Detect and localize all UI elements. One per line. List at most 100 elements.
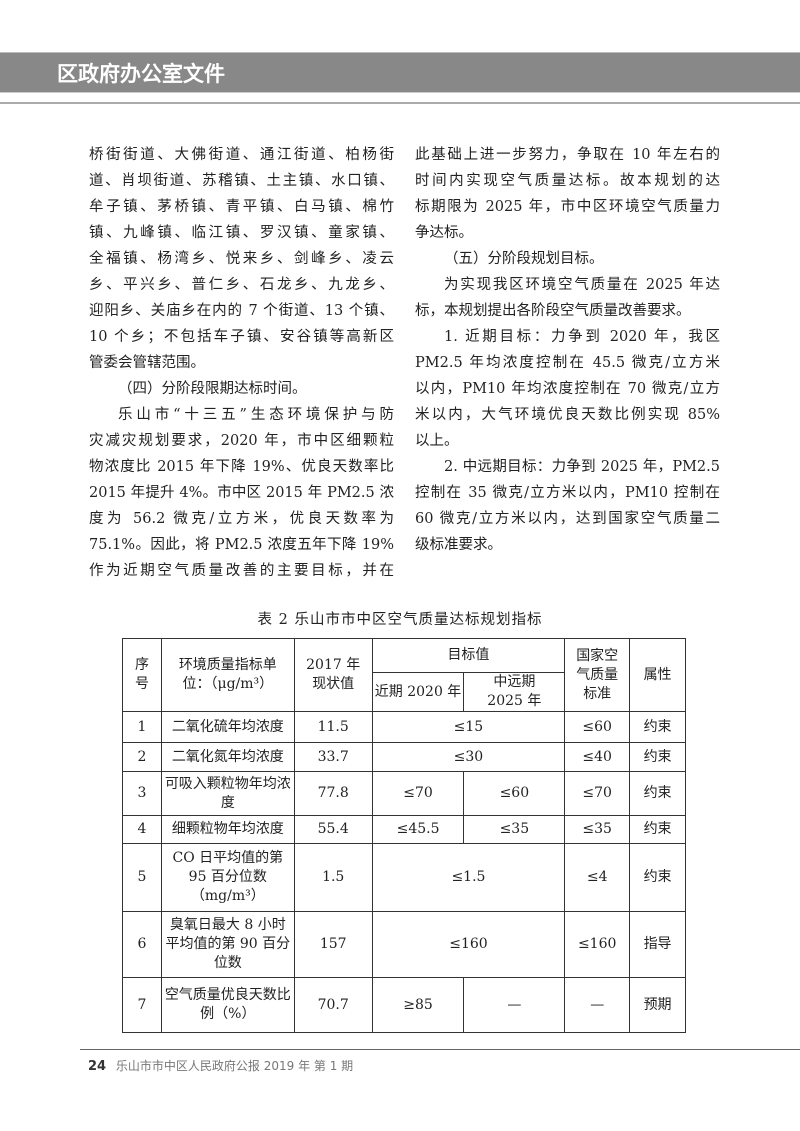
text-line: 道、肖坝街道、苏稽镇、土主镇、水口镇、 [89,173,394,189]
paragraph: 乐山市“十三五”生态环境保护与防灾减灾规划要求，2020 年，市中区细颗粒 物浓度… [89,402,394,584]
header-mid: 中远期 2025 年 [463,672,566,712]
text-line: PM2.5 年均浓度控制在 45.5 微克/立方米 [415,355,720,371]
cell-current: 33.7 [293,742,373,772]
table-caption: 表 2 乐山市市中区空气质量达标规划指标 [257,612,543,628]
text-line: 乡、平兴乡、普仁乡、石龙乡、九龙乡、 [89,277,394,293]
cell-indicator: 二氧化氮年均浓度 [160,742,295,772]
text-line: 乐山市“十三五”生态环境保护与防 [118,407,394,423]
header-band: 区政府办公室文件 [0,52,800,93]
cell-seq: 7 [122,977,162,1033]
text-line: 争达标。 [415,225,473,241]
cell-seq: 4 [122,815,162,844]
text-line: 管委会管辖范围。 [89,355,205,371]
paragraph: 此基础上进一步努力，争取在 10 年左右的 时间内实现空气质量达标。故本规划的达标… [415,142,720,246]
cell-national: ≤40 [564,742,631,772]
cell-indicator: 二氧化硫年均浓度 [160,711,295,743]
cell-current: 11.5 [293,711,373,743]
text-line: 75.1%。因此，将 PM2.5 浓度五年下降 19% [89,537,394,553]
table-row: 4 细颗粒物年均浓度 55.4 ≤45.5 ≤35 ≤35 约束 [122,815,686,844]
cell-national: ≤35 [564,815,631,844]
cell-indicator: 细颗粒物年均浓度 [160,815,295,844]
cell-target: ≤160 [371,911,566,978]
text-line: 以上。 [415,433,459,449]
cell-attr: 约束 [629,771,686,816]
table-row: 1 二氧化硫年均浓度 11.5 ≤15 ≤60 约束 [122,711,686,743]
text-line: 镇、九峰镇、临江镇、罗汉镇、童家镇、 [89,225,394,241]
text-line: 为实现我区环境空气质量在 2025 年达 [444,277,720,293]
cell-current: 55.4 [293,815,373,844]
cell-indicator: 空气质量优良天数比例（%） [160,977,295,1033]
table-row: 3 可吸入颗粒物年均浓度 77.8 ≤70 ≤60 ≤70 约束 [122,771,686,816]
text-line: 灾减灾规划要求，2020 年，市中区细颗粒 [89,433,394,449]
text-line: 2015 年提升 4%。市中区 2015 年 PM2.5 浓 [89,485,394,501]
table-row: 7 空气质量优良天数比例（%） 70.7 ≥85— — 预期 [122,977,686,1033]
text-line: 1. 近期目标：力争到 2020 年，我区 [444,329,720,345]
cell-target: ≤1.5 [371,843,566,912]
text-line: 2. 中远期目标：力争到 2025 年，PM2.5 [444,459,720,475]
header-target: 目标值 [371,638,566,673]
text-line: （五）分阶段规划目标。 [444,251,604,267]
paragraph: 桥街街道、大佛街道、通江街道、柏杨街 道、肖坝街道、苏稽镇、土主镇、水口镇、 牟子镇… [89,142,394,376]
header-near: 近期 2020 年 [371,672,465,712]
footer-text: 乐山市市中区人民政府公报 2019 年 第 1 期 [115,1059,354,1073]
cell-mid: — [463,977,566,1033]
text-line: 作为近期空气质量改善的主要目标，并在 [89,563,394,579]
cell-national: ≤4 [564,843,631,912]
text-line: 控制在 35 微克/立方米以内，PM10 控制在 [415,485,720,501]
cell-mid: ≤35 [463,815,566,844]
paragraph: 为实现我区环境空气质量在 2025 年达 标，本规划提出各阶段空气质量改善要求。 [415,272,720,324]
text-line: 桥街街道、大佛街道、通江街道、柏杨街 [89,147,394,163]
text-line: 度为 56.2 微克/立方米，优良天数率为 [89,511,394,527]
header-divider [0,102,800,104]
text-line: 60 微克/立方米以内，达到国家空气质量二 [415,511,720,527]
text-line: 全福镇、杨湾乡、悦来乡、剑峰乡、凌云 [89,251,394,267]
cell-current: 1.5 [293,843,373,912]
cell-near: ≥85 [371,977,465,1033]
header-national: 国家空气质量标准 [564,638,631,712]
cell-attr: 约束 [629,742,686,772]
text-line: 米以内，大气环境优良天数比例实现 85% [415,407,720,423]
text-line: 物浓度比 2015 年下降 19%、优良天数率比 [89,459,394,475]
text-line: （四）分阶段限期达标时间。 [118,381,307,397]
cell-attr: 指导 [629,911,686,978]
cell-attr: 约束 [629,711,686,743]
header-seq: 序号 [122,638,162,712]
cell-attr: 约束 [629,843,686,912]
cell-attr: 约束 [629,815,686,844]
text-line: 时间内实现空气质量达标。故本规划的达 [415,173,720,189]
cell-near: ≤45.5 [371,815,465,844]
footer: 24 乐山市市中区人民政府公报 2019 年 第 1 期 [88,1057,353,1074]
cell-attr: 预期 [629,977,686,1033]
cell-indicator: 臭氧日最大 8 小时平均值的第 90 百分位数 [160,911,295,978]
left-column: 桥街街道、大佛街道、通江街道、柏杨街 道、肖坝街道、苏稽镇、土主镇、水口镇、 牟子镇… [89,142,394,584]
table-row: 6 臭氧日最大 8 小时平均值的第 90 百分位数 157 ≤160 ≤160 指导 [122,911,686,978]
text-line: 级标准要求。 [415,537,502,553]
header-attr: 属性 [629,638,686,712]
cell-indicator: CO 日平均值的第 95 百分位数（mg/m³） [160,843,295,912]
cell-national: — [564,977,631,1033]
cell-target: ≤15 [371,711,566,743]
cell-current: 70.7 [293,977,373,1033]
cell-national: ≤70 [564,771,631,816]
right-column: 此基础上进一步努力，争取在 10 年左右的 时间内实现空气质量达标。故本规划的达标… [415,142,720,558]
cell-current: 157 [293,911,373,978]
text-line: 牟子镇、茅桥镇、青平镇、白马镇、棉竹 [89,199,394,215]
page-number: 24 [88,1059,107,1074]
cell-seq: 2 [122,742,162,772]
header-title: 区政府办公室文件 [57,62,225,86]
cell-national: ≤160 [564,911,631,978]
text-line: 以内，PM10 年均浓度控制在 70 微克/立方 [415,381,720,397]
cell-current: 77.8 [293,771,373,816]
paragraph: 2. 中远期目标：力争到 2025 年，PM2.5 控制在 35 微克/立方米以内… [415,454,720,558]
text-line: 迎阳乡、关庙乡在内的 7 个街道、13 个镇、 [89,303,394,319]
cell-mid: ≤60 [463,771,566,816]
cell-indicator: 可吸入颗粒物年均浓度 [160,771,295,816]
cell-national: ≤60 [564,711,631,743]
header-indicator: 环境质量指标单位：（μg/m³） [160,638,295,712]
paragraph: 1. 近期目标：力争到 2020 年，我区 PM2.5 年均浓度控制在 45.5 … [415,324,720,454]
paragraph: （五）分阶段规划目标。 [415,246,720,272]
cell-seq: 1 [122,711,162,743]
cell-near: ≤70 [371,771,465,816]
cell-seq: 5 [122,843,162,912]
table-row: 2 二氧化氮年均浓度 33.7 ≤30 ≤40 约束 [122,742,686,772]
